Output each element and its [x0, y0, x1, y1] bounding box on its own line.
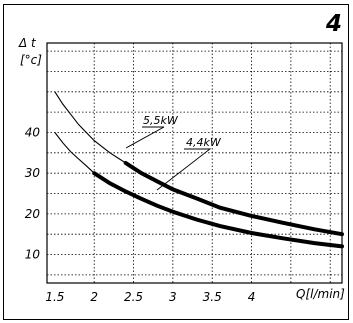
x-tick-label: 3.5 — [203, 290, 222, 304]
panel-number: 4 — [325, 11, 342, 37]
chart-frame — [3, 4, 349, 320]
series-label-leader — [125, 126, 165, 149]
y-axis-title: Δ t — [18, 36, 37, 50]
y-tick-label: 40 — [25, 125, 41, 139]
y-tick-label: 10 — [25, 248, 41, 262]
x-axis-title: Q[l/min] — [296, 287, 345, 301]
series-label-leader — [156, 148, 212, 191]
x-tick-label: 2 — [90, 290, 98, 304]
plot-area — [46, 42, 343, 284]
series-line-thin — [54, 132, 343, 247]
x-tick-label: 3 — [169, 290, 177, 304]
x-tick-label: 1.5 — [45, 290, 64, 304]
series-label: 5,5kW — [143, 114, 179, 127]
series-label: 4,4kW — [186, 136, 222, 149]
series-line-thin — [54, 91, 343, 235]
series-line — [92, 171, 344, 249]
tick-labels: 1.5 2 2.5 3 3.5 4 10 20 30 40 — [25, 125, 256, 304]
y-axis-unit: [°c] — [20, 53, 42, 67]
grid — [47, 43, 342, 283]
y-tick-label: 30 — [25, 166, 41, 180]
series-label-leaders: 5,5kW 4,4kW — [125, 114, 222, 191]
series-line — [123, 161, 344, 237]
x-tick-label: 2.5 — [124, 290, 143, 304]
y-tick-label: 20 — [25, 207, 41, 221]
series-layer — [54, 91, 344, 249]
x-tick-label: 4 — [248, 290, 256, 304]
